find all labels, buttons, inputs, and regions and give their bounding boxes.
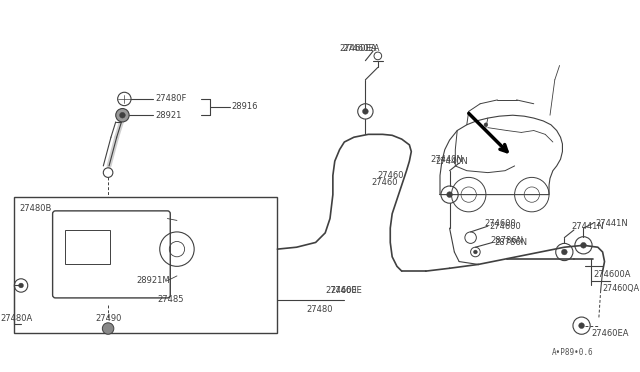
Text: 27460E: 27460E (325, 286, 357, 295)
Text: 27460EA: 27460EA (340, 44, 377, 53)
Circle shape (580, 243, 586, 248)
Circle shape (120, 112, 125, 118)
Circle shape (116, 109, 129, 122)
Circle shape (579, 323, 584, 328)
Text: A•P89•0.6: A•P89•0.6 (552, 348, 593, 357)
Circle shape (484, 123, 488, 127)
Text: 28921M: 28921M (137, 276, 170, 285)
Text: 27490: 27490 (95, 314, 122, 324)
Text: 27460QA: 27460QA (603, 284, 640, 293)
Text: 27440N: 27440N (431, 155, 463, 164)
Circle shape (474, 250, 477, 254)
Text: 274600: 274600 (490, 222, 522, 231)
Circle shape (447, 192, 452, 198)
Text: 27480B: 27480B (19, 205, 51, 214)
Bar (14, 198, 277, 333)
Text: 274600: 274600 (484, 219, 516, 228)
Text: 27480: 27480 (306, 305, 333, 314)
Circle shape (561, 249, 567, 255)
Circle shape (102, 323, 114, 334)
Text: 27485: 27485 (158, 295, 184, 304)
Text: 27441N: 27441N (595, 219, 628, 228)
Bar (65, 230, 110, 264)
Text: 27441N: 27441N (571, 222, 604, 231)
Circle shape (19, 283, 24, 288)
Text: 27460: 27460 (371, 178, 397, 187)
Text: 28916: 28916 (232, 102, 258, 111)
Text: 27460E: 27460E (330, 286, 362, 295)
Text: 27480F: 27480F (155, 94, 186, 103)
Text: 27460: 27460 (378, 171, 404, 180)
Text: 28921: 28921 (155, 111, 181, 120)
Text: 274600A: 274600A (593, 269, 630, 279)
Text: 27460EA: 27460EA (342, 44, 380, 53)
Text: 28786N: 28786N (491, 236, 524, 245)
Circle shape (362, 109, 368, 114)
Text: 27480A: 27480A (0, 314, 32, 324)
Text: 27440N: 27440N (435, 157, 468, 166)
Text: 28786N: 28786N (495, 238, 527, 247)
Text: 27460EA: 27460EA (591, 329, 628, 338)
